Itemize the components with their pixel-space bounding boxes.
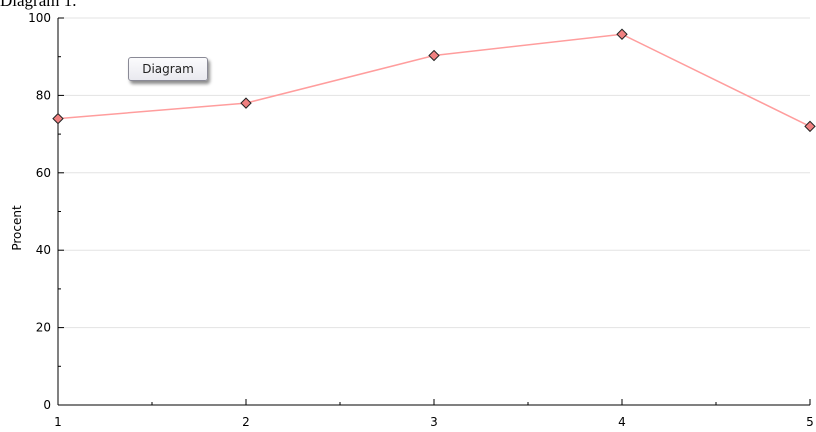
x-tick-label: 2 xyxy=(242,415,250,429)
y-tick-label: 100 xyxy=(28,11,51,25)
data-point-marker xyxy=(804,120,816,133)
data-point-marker xyxy=(428,49,440,62)
x-axis-ticks: 1 2 3 4 5 xyxy=(54,399,814,429)
series-markers xyxy=(52,28,816,133)
data-point-marker xyxy=(52,112,64,125)
data-point-marker xyxy=(616,28,628,40)
x-tick-label: 3 xyxy=(430,415,438,429)
y-tick-label: 80 xyxy=(36,88,51,102)
data-point-marker xyxy=(240,97,252,109)
grid-lines xyxy=(58,17,810,329)
legend: Diagram xyxy=(128,57,208,81)
y-tick-label: 40 xyxy=(36,243,51,257)
y-axis-ticks: 0 20 40 60 80 100 xyxy=(28,11,64,412)
chart-heading: Diagram 1. xyxy=(0,0,77,10)
y-tick-label: 60 xyxy=(36,166,51,180)
x-tick-label: 1 xyxy=(54,415,62,429)
y-tick-label: 0 xyxy=(43,398,51,412)
legend-label: Diagram xyxy=(142,62,194,76)
y-tick-label: 20 xyxy=(36,321,51,335)
y-axis-title: Procent xyxy=(10,205,24,251)
x-tick-label: 4 xyxy=(618,415,626,429)
x-tick-label: 5 xyxy=(806,415,814,429)
